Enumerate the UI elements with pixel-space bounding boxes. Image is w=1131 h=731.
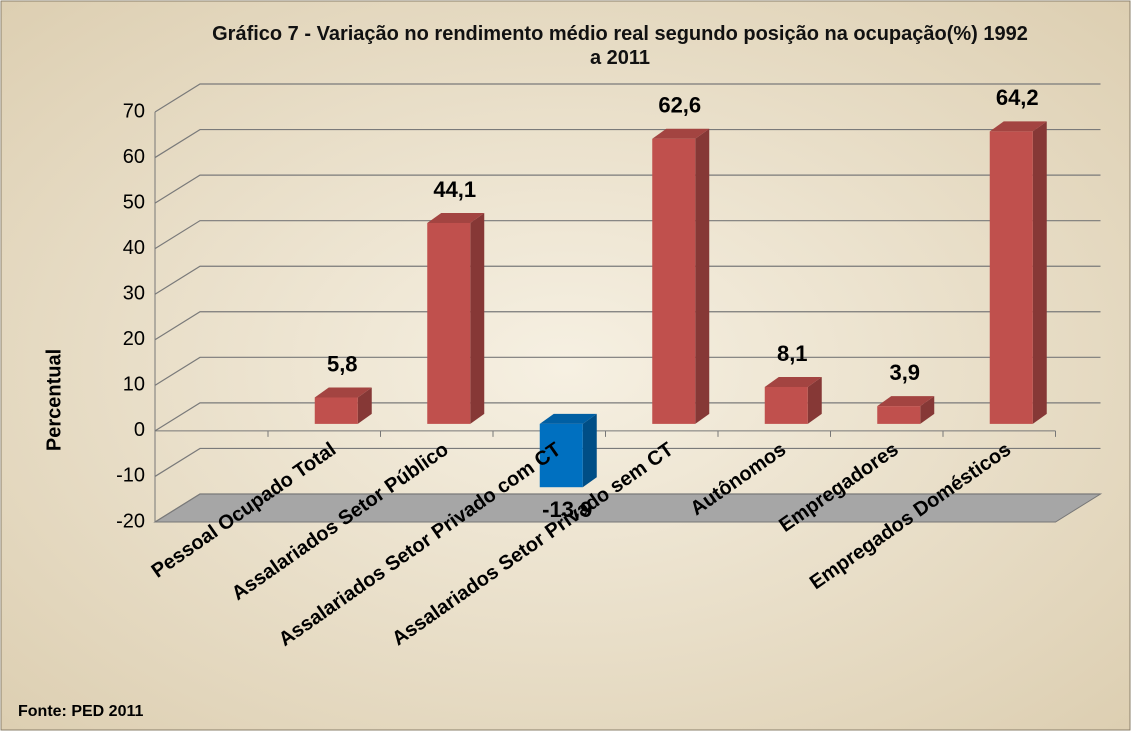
bar-side [807,376,822,424]
grid-line [154,356,1101,386]
y-axis-label: Percentual [43,349,65,451]
y-tick-label: -20 [116,510,145,532]
source: Fonte: PED 2011 [18,703,143,720]
y-tick-label: 0 [134,419,145,441]
bar-top [989,121,1047,132]
grid-line [154,174,1101,204]
y-tick-label: 30 [123,283,145,305]
value-label: 64,2 [996,85,1039,110]
bar [989,131,1033,424]
bar-side [582,413,597,488]
grid-line [154,493,1101,523]
bar-top [764,376,822,387]
y-tick-label: -10 [116,465,145,487]
value-label: 44,1 [433,177,476,202]
bar-side [920,396,935,424]
bar [764,386,808,424]
grid-line [154,83,1101,113]
y-tick-label: 40 [123,237,145,259]
bar-side [1032,121,1047,424]
bar-top [877,396,935,407]
bar-top [314,387,372,398]
grid-line [154,265,1101,295]
bar [539,423,583,488]
value-label: 62,6 [658,93,701,118]
bar [314,397,358,424]
y-tick-label: 20 [123,328,145,350]
bar-top [652,128,710,139]
bar-side [357,387,372,424]
grid-line [154,128,1101,159]
value-label: 5,8 [327,351,358,376]
chart-title: Gráfico 7 - Variação no rendimento médio… [212,23,1028,69]
grid-line [154,447,1101,477]
bar [652,138,696,424]
value-label: 8,1 [777,341,808,366]
y-tick-label: 50 [123,191,145,213]
bar [427,222,471,424]
y-tick-label: 60 [123,146,145,168]
grid-line [154,311,1101,341]
bar [877,406,921,424]
floor [153,493,1103,523]
bar-top [427,212,485,223]
y-tick-label: 10 [123,374,145,396]
bar-side [470,212,485,424]
grid-line [154,220,1101,250]
value-label: 3,9 [889,360,920,385]
bar-top [539,413,597,424]
value-label: -13,9 [542,497,592,522]
y-tick-label: 70 [123,100,145,122]
bar-side [695,128,710,424]
